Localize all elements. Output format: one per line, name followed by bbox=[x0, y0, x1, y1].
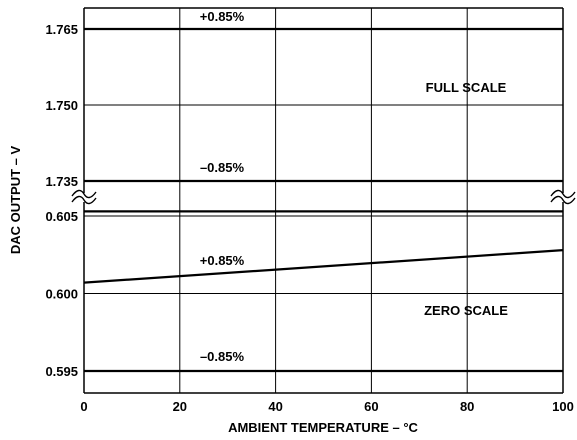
grid-lines bbox=[83, 8, 564, 393]
y-tick-label: 0.595 bbox=[45, 364, 78, 379]
tick-labels: 0 20 40 60 80 100 1.765 1.750 1.735 0.605 0.600 0.5… bbox=[45, 22, 573, 414]
series-label: –0.85% bbox=[200, 160, 245, 175]
series-annotations: +0.85% –0.85% +0.85% –0.85% bbox=[200, 9, 245, 364]
axis-break-mark bbox=[550, 195, 576, 205]
break-gap bbox=[553, 193, 573, 202]
y-tick-label: 0.605 bbox=[45, 209, 78, 224]
axis-break-mark bbox=[71, 189, 97, 199]
panel-name-full-scale: FULL SCALE bbox=[426, 80, 507, 95]
series-line bbox=[83, 249, 564, 284]
x-tick-label: 80 bbox=[460, 399, 474, 414]
x-tick-label: 0 bbox=[80, 399, 87, 414]
x-axis-label: AMBIENT TEMPERATURE – °C bbox=[228, 420, 418, 435]
x-tick-label: 40 bbox=[268, 399, 282, 414]
x-tick-label: 100 bbox=[552, 399, 574, 414]
series-lines bbox=[83, 27, 564, 373]
axis-break-mark bbox=[550, 189, 576, 199]
axis-break-mark bbox=[71, 195, 97, 205]
series-label: +0.85% bbox=[200, 9, 245, 24]
x-tick-label: 20 bbox=[173, 399, 187, 414]
x-tick-label: 60 bbox=[364, 399, 378, 414]
series-label: –0.85% bbox=[200, 349, 245, 364]
y-axis-label: DAC OUTPUT – V bbox=[8, 146, 23, 255]
break-gap bbox=[74, 193, 94, 202]
plot-frame bbox=[83, 7, 564, 394]
y-tick-label: 1.735 bbox=[45, 174, 78, 189]
y-tick-label: 1.765 bbox=[45, 22, 78, 37]
series-label: +0.85% bbox=[200, 253, 245, 268]
axis-break-marks bbox=[71, 189, 576, 205]
y-tick-label: 0.600 bbox=[45, 287, 78, 302]
panel-name-zero-scale: ZERO SCALE bbox=[424, 303, 508, 318]
y-tick-label: 1.750 bbox=[45, 98, 78, 113]
